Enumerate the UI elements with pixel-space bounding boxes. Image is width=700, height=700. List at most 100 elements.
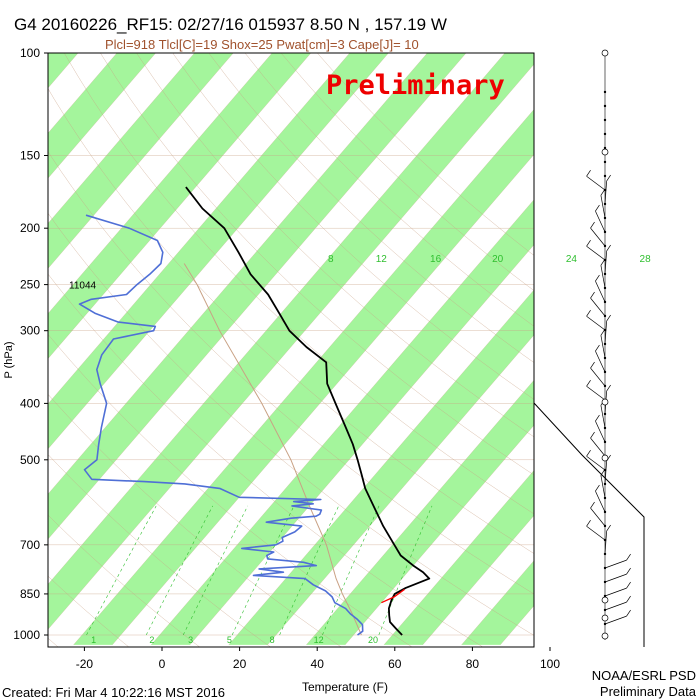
moist-bands: [48, 26, 700, 645]
isotherm-line: [48, 53, 506, 585]
wind-barb-feather: [600, 189, 606, 196]
wind-calm-circle: [601, 454, 609, 462]
wind-barb-feather: [590, 361, 595, 369]
wind-barb-feather: [626, 609, 631, 617]
y-tick-label: 250: [20, 278, 40, 292]
wind-barb-feather: [590, 291, 595, 299]
wind-barb-dot: [603, 118, 607, 122]
wind-barb: [590, 227, 606, 247]
isobar-lines: [48, 53, 534, 636]
isotherm-line: [267, 334, 534, 646]
y-axis-label: P (hPa): [3, 341, 15, 378]
dry-adiabat: [172, 53, 534, 400]
wind-barb-feather: [595, 484, 600, 492]
wind-barb-feather: [600, 329, 606, 336]
wind-calm-circle: [601, 632, 609, 640]
isotherm-line: [228, 289, 534, 646]
wind-barb: [600, 195, 606, 219]
mixing-ratio-line: [182, 505, 248, 636]
dry-adiabat: [48, 333, 413, 647]
moist-band: [539, 26, 700, 645]
isotherm-line: [48, 53, 428, 495]
wind-barb-feather: [626, 553, 631, 561]
wind-barb-feather: [586, 170, 591, 177]
mixing-ratio-label: 8: [270, 635, 275, 645]
wind-barb-feather: [626, 567, 631, 575]
isotherm-line: [73, 109, 534, 646]
wind-barb-feather: [590, 501, 595, 509]
mixing-ratio-line: [231, 505, 295, 636]
mixing-ratio-label: 5: [227, 635, 232, 645]
x-axis-ticks: -20 0 20 40 60 80 100: [76, 647, 560, 671]
mixing-ratio-line: [322, 505, 380, 636]
wind-barb: [586, 385, 606, 401]
mixing-ratio-label: 28: [640, 254, 652, 265]
wind-barb-feather: [606, 244, 611, 252]
parcel-line: [183, 263, 362, 636]
wind-barb: [590, 437, 606, 457]
wind-calm-circle: [601, 614, 609, 622]
isotherm-line: [48, 53, 389, 450]
wind-barb-feather: [595, 344, 600, 352]
wind-barb: [604, 251, 607, 275]
wind-barb: [604, 559, 627, 569]
parcel-path: [183, 263, 362, 636]
isotherm-line: [539, 26, 700, 645]
wind-barb: [604, 601, 627, 611]
wind-barb-feather: [590, 221, 595, 229]
wind-barb: [604, 615, 627, 625]
wind-barb: [586, 315, 606, 331]
wind-barb: [604, 181, 607, 205]
wind-barb-feather: [590, 431, 595, 439]
wind-panel-outline: [533, 402, 645, 647]
wind-barb-feather: [586, 380, 591, 387]
x-tick-label: 40: [311, 657, 325, 671]
preliminary-stamp: Preliminary: [326, 70, 505, 101]
dry-adiabat: [63, 53, 534, 515]
height-annotation: 11044: [69, 281, 97, 292]
dry-adiabat: [48, 212, 534, 636]
isotherm-line: [189, 244, 534, 646]
wind-barb: [590, 507, 606, 527]
dry-adiabat: [208, 53, 534, 363]
wind-barb: [600, 405, 606, 429]
isotherm-line: [306, 379, 534, 646]
chart-params: Plcl=918 Tlcl[C]=19 Shox=25 Pwat[cm]=3 C…: [105, 37, 419, 52]
wind-barb-dot: [603, 160, 607, 164]
mixing-ratio-label: 20: [492, 254, 504, 265]
wind-calm-circle: [601, 49, 609, 57]
y-tick-label: 200: [20, 221, 40, 235]
isotherm-line: [48, 53, 118, 134]
wind-barb: [586, 175, 606, 191]
isotherm-line: [112, 154, 534, 646]
y-tick-label: 150: [20, 148, 40, 162]
isotherm-line: [48, 53, 312, 360]
wind-barb-feather: [626, 595, 631, 603]
moist-band: [617, 26, 700, 645]
isotherm-line: [48, 53, 467, 540]
wind-barb: [604, 573, 627, 583]
y-tick-label: 500: [20, 453, 40, 467]
wind-barb-feather: [606, 384, 611, 392]
wind-barb-dot: [603, 132, 607, 136]
isotherm-line: [150, 199, 534, 646]
y-tick-label: 100: [20, 46, 40, 60]
plot-frame: [47, 52, 535, 648]
isotherm-lines: [48, 26, 700, 646]
x-tick-label: 60: [388, 657, 402, 671]
wind-barb: [604, 321, 607, 345]
mixing-ratio-label: 24: [566, 254, 578, 265]
mixing-ratio-label: 2: [149, 635, 154, 645]
wind-barb-feather: [606, 524, 611, 532]
mixing-ratio-label: 12: [376, 254, 388, 265]
wind-barb: [604, 587, 627, 597]
wind-barb: [604, 531, 607, 555]
wind-calm-circle: [601, 148, 609, 156]
x-axis-label: Temperature (F): [302, 680, 388, 694]
wind-barb: [590, 297, 606, 317]
y-axis-ticks: 100 150 200 250 300 400 500 700 850 1000: [13, 46, 48, 642]
isotherm-line: [383, 470, 534, 646]
wind-barb-feather: [600, 469, 606, 476]
dry-adiabat: [48, 151, 534, 595]
mixing-ratio-line: [145, 505, 213, 636]
